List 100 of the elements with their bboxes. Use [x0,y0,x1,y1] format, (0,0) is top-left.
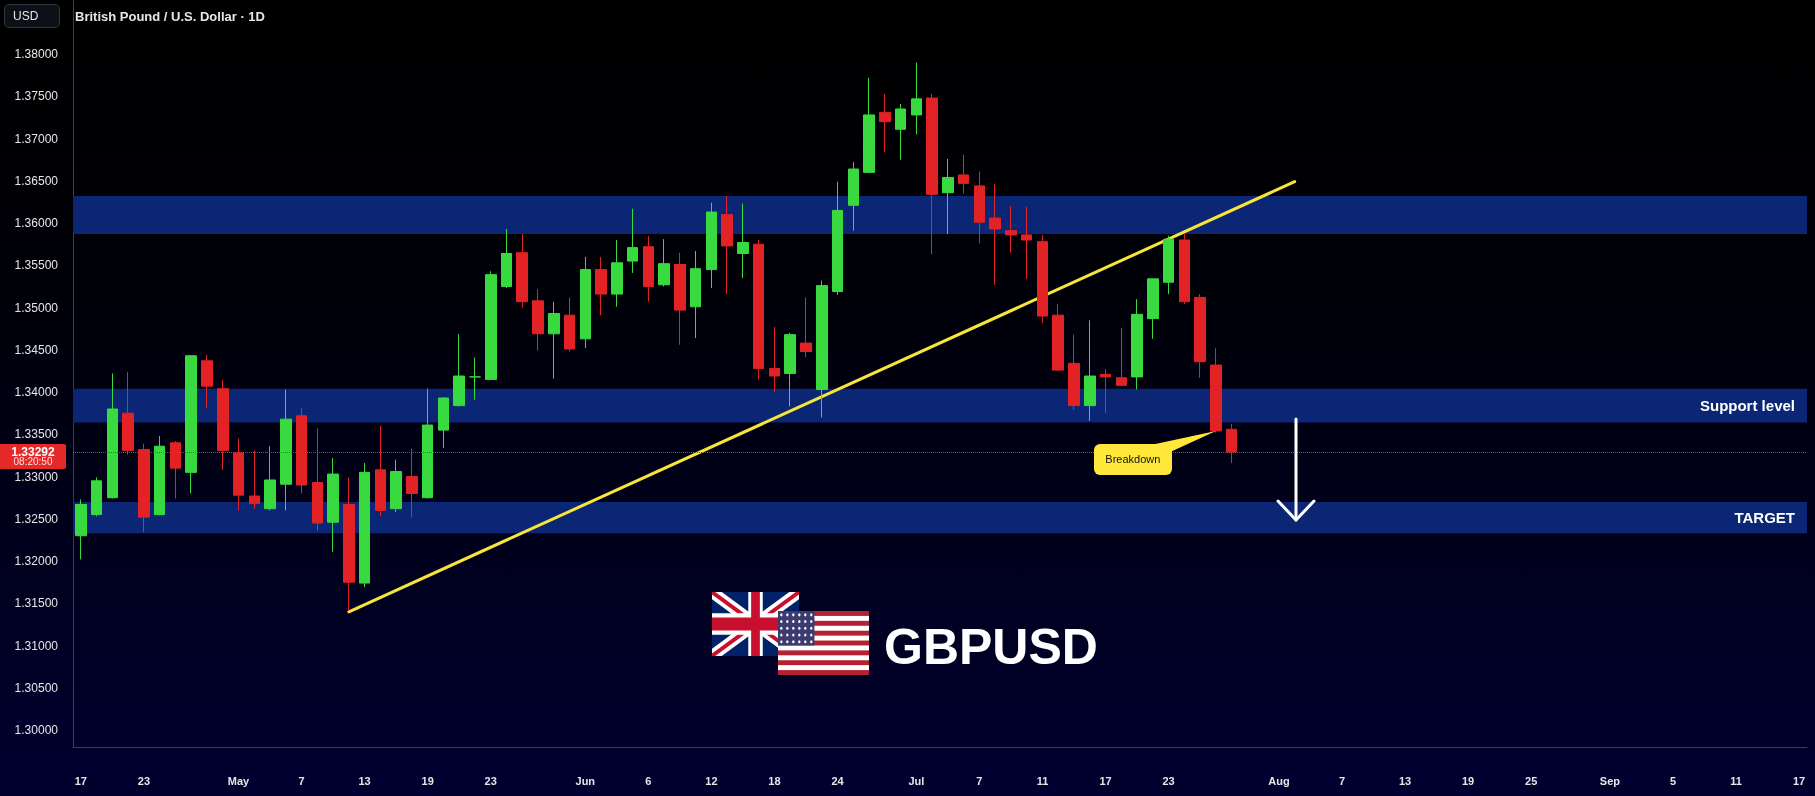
candlestick [1100,368,1111,414]
x-tick-label: 24 [831,774,845,787]
band-label: TARGET [1734,509,1795,527]
x-tick-label: 17 [74,774,88,787]
candlestick [1210,347,1222,434]
x-tick-label: 23 [484,774,497,787]
band-label: Support level [1699,397,1795,415]
y-tick-label: 1.31500 [14,596,59,611]
candlestick [721,195,733,295]
y-tick-label: 1.33500 [14,427,59,442]
candlestick [848,161,859,232]
x-tick-label: 11 [1730,774,1742,787]
x-tick-label: 7 [298,774,305,787]
annotation: Breakdown [1105,453,1161,466]
y-tick-label: 1.37500 [14,89,59,104]
x-tick-label: Sep [1599,774,1621,787]
candlestick [201,354,213,409]
candlestick [1163,235,1174,295]
candlestick [516,233,528,309]
x-tick-label: 17 [1792,774,1806,787]
y-tick-label: 1.35500 [14,258,59,273]
y-tick-label: 1.36500 [14,173,59,188]
text: GBPUSD [884,619,1098,675]
y-tick-label: 1.33000 [14,469,59,484]
x-tick-label: 12 [705,774,718,787]
y-tick-label: 1.36000 [14,216,59,231]
x-tick-label: Jul [908,774,925,787]
candlestick [832,181,843,296]
candlestick [185,354,197,494]
candlestick [280,389,292,511]
x-tick-label: 7 [1338,774,1346,787]
candlestick [1068,334,1080,411]
candlestick [690,250,701,339]
candlestick [91,476,102,517]
y-tick-label: 1.30000 [14,723,59,738]
candlestick [706,202,717,289]
candlestick [1005,205,1017,254]
x-tick-label: 11 [1036,774,1049,787]
candlestick [769,326,780,393]
candlestick [800,296,812,358]
x-tick-label: 13 [1398,774,1412,787]
candlestick [107,373,118,500]
x-tick-label: 23 [1162,774,1175,787]
candlestick [532,288,544,352]
candlestick [485,270,497,380]
x-tick-label: 5 [1669,774,1677,787]
x-tick-label: 25 [1525,774,1538,787]
x-tick-label: 19 [1461,774,1475,787]
candlestick [737,203,749,279]
candlestick [453,333,465,407]
candlestick [816,280,828,418]
candlestick [611,239,623,308]
text: British Pound / U.S. Dollar · 1D [75,9,265,24]
candlestick [958,154,969,195]
candlestick [422,388,433,500]
candlestick [327,457,339,553]
y-tick-label: 1.37000 [14,131,59,146]
candlestick [75,498,87,560]
x-tick-label: Aug [1268,774,1290,787]
candlestick [1194,293,1206,379]
x-tick-label: 19 [421,774,434,787]
x-tick-label: 13 [358,774,371,787]
candlestick [359,462,370,588]
candlestick [154,435,165,516]
candlestick [1052,303,1064,372]
candlestick [1131,298,1143,391]
y-tick-label: 1.34500 [14,342,59,357]
candlestick [1147,278,1159,340]
y-tick-label: 1.30500 [14,680,59,695]
y-tick-label: 1.35000 [14,300,59,315]
candlestick [1037,234,1048,324]
x-tick-label: Jun [575,774,596,787]
candlestick [390,459,402,513]
y-tick-label: 1.32000 [14,554,59,569]
candlestick [469,356,481,401]
candlestick [989,183,1001,286]
x-tick-label: May [227,774,251,787]
candlestick [548,301,560,380]
candlestick [501,228,512,289]
candlestick [658,238,670,287]
candlestick [264,445,276,511]
candlestick [580,256,591,349]
candlestick [564,296,575,353]
candlestick [1179,233,1190,305]
x-tick-label: 7 [976,774,983,787]
candlestick [974,171,985,244]
candlestick [343,476,355,612]
x-tick-label: 17 [1099,774,1112,787]
candlestick [627,208,638,274]
candlestick [879,93,891,153]
candlestick [863,77,875,173]
candlestick [926,93,938,255]
candlestick [1021,206,1032,280]
candlestick [674,252,686,346]
candlestick [753,239,764,380]
candlestick [643,235,654,303]
candlestick [942,158,954,235]
candlestick [1084,319,1096,422]
y-tick-label: 1.38000 [14,47,59,62]
candlestick [595,256,607,316]
